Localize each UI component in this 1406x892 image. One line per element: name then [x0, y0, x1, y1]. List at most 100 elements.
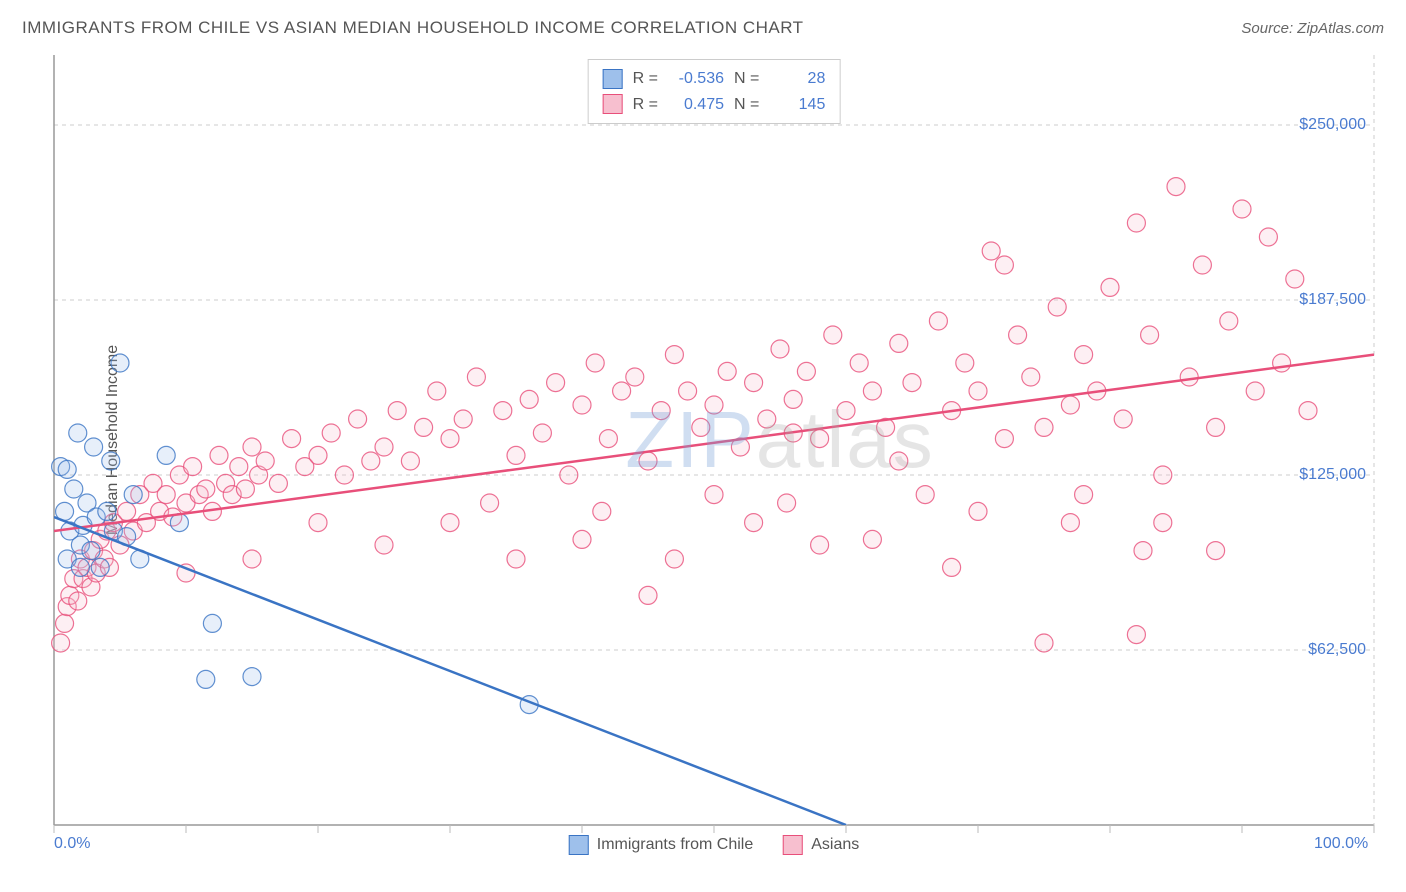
chart-area: Median Household Income ZIPatlas R = -0.… [54, 55, 1374, 825]
n-label: N = [734, 66, 759, 92]
data-point [507, 550, 525, 568]
source-label: Source: [1241, 20, 1297, 37]
r-value-asians: 0.475 [668, 92, 724, 118]
data-point [507, 446, 525, 464]
data-point [1127, 626, 1145, 644]
data-point [157, 486, 175, 504]
y-tick-label: $125,000 [1299, 466, 1366, 484]
data-point [256, 452, 274, 470]
swatch-chile [603, 69, 623, 89]
data-point [718, 362, 736, 380]
data-point [520, 390, 538, 408]
data-point [454, 410, 472, 428]
scatter-plot [54, 55, 1374, 825]
data-point [1246, 382, 1264, 400]
source-attribution: Source: ZipAtlas.com [1241, 20, 1384, 37]
data-point [322, 424, 340, 442]
data-point [969, 502, 987, 520]
data-point [243, 438, 261, 456]
data-point [65, 480, 83, 498]
data-point [679, 382, 697, 400]
data-point [626, 368, 644, 386]
data-point [1114, 410, 1132, 428]
data-point [824, 326, 842, 344]
data-point [903, 374, 921, 392]
data-point [335, 466, 353, 484]
data-point [573, 530, 591, 548]
data-point [599, 430, 617, 448]
data-point [1207, 418, 1225, 436]
data-point [91, 558, 109, 576]
data-point [929, 312, 947, 330]
data-point [428, 382, 446, 400]
data-point [441, 514, 459, 532]
data-point [197, 670, 215, 688]
data-point [758, 410, 776, 428]
data-point [850, 354, 868, 372]
data-point [1061, 514, 1079, 532]
data-point [1259, 228, 1277, 246]
data-point [1035, 634, 1053, 652]
trend-line-chile-extension [846, 825, 1374, 892]
data-point [639, 452, 657, 470]
data-point [269, 474, 287, 492]
data-point [771, 340, 789, 358]
data-point [102, 452, 120, 470]
data-point [547, 374, 565, 392]
series-legend: Immigrants from Chile Asians [569, 835, 860, 855]
data-point [1220, 312, 1238, 330]
data-point [157, 446, 175, 464]
data-point [778, 494, 796, 512]
chart-header: IMMIGRANTS FROM CHILE VS ASIAN MEDIAN HO… [22, 18, 1384, 38]
data-point [863, 382, 881, 400]
data-point [969, 382, 987, 400]
data-point [560, 466, 578, 484]
data-point [124, 486, 142, 504]
data-point [1273, 354, 1291, 372]
y-tick-label: $62,500 [1308, 641, 1366, 659]
data-point [811, 536, 829, 554]
data-point [401, 452, 419, 470]
data-point [375, 536, 393, 554]
data-point [533, 424, 551, 442]
data-point [388, 402, 406, 420]
data-point [705, 396, 723, 414]
data-point [69, 424, 87, 442]
legend-item-chile: Immigrants from Chile [569, 835, 753, 855]
data-point [441, 430, 459, 448]
data-point [1233, 200, 1251, 218]
r-label: R = [633, 92, 658, 118]
data-point [243, 550, 261, 568]
data-point [863, 530, 881, 548]
data-point [71, 558, 89, 576]
chart-title: IMMIGRANTS FROM CHILE VS ASIAN MEDIAN HO… [22, 18, 804, 38]
data-point [1193, 256, 1211, 274]
legend-label-chile: Immigrants from Chile [597, 836, 753, 854]
y-tick-label: $187,500 [1299, 291, 1366, 309]
data-point [1141, 326, 1159, 344]
data-point [1022, 368, 1040, 386]
data-point [69, 592, 87, 610]
legend-label-asians: Asians [811, 836, 859, 854]
data-point [1299, 402, 1317, 420]
stats-row-asians: R = 0.475 N = 145 [603, 92, 826, 118]
data-point [1075, 346, 1093, 364]
data-point [1035, 418, 1053, 436]
data-point [956, 354, 974, 372]
stats-row-chile: R = -0.536 N = 28 [603, 66, 826, 92]
data-point [916, 486, 934, 504]
data-point [52, 634, 70, 652]
data-point [118, 502, 136, 520]
trend-line-chile [54, 517, 846, 825]
data-point [586, 354, 604, 372]
data-point [1101, 278, 1119, 296]
data-point [1286, 270, 1304, 288]
data-point [309, 446, 327, 464]
data-point [1207, 542, 1225, 560]
data-point [467, 368, 485, 386]
data-point [494, 402, 512, 420]
data-point [98, 502, 116, 520]
data-point [1167, 178, 1185, 196]
data-point [982, 242, 1000, 260]
data-point [1048, 298, 1066, 316]
